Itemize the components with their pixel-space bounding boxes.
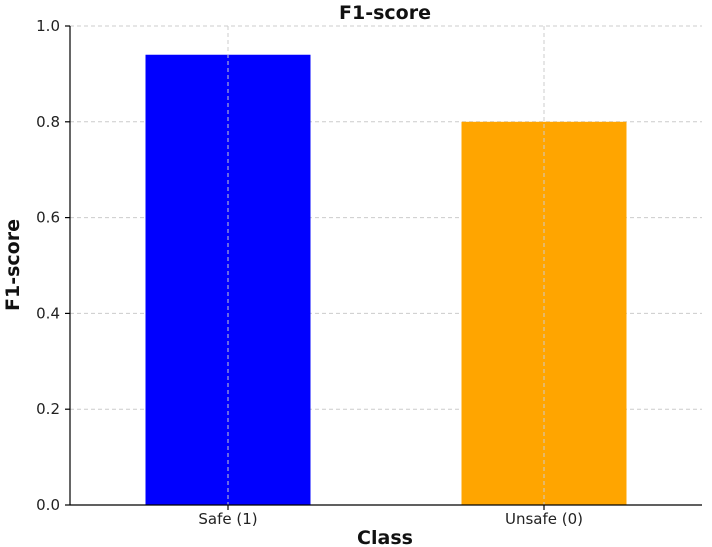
- chart-title: F1-score: [339, 2, 431, 24]
- x-tick-label: Safe (1): [198, 510, 257, 528]
- y-tick-label: 0.4: [36, 304, 60, 322]
- labels: 0.0 0.2 0.4 0.6 0.8 1.0 Safe (1) Unsafe (0): [36, 17, 583, 528]
- x-tick-label: Unsafe (0): [505, 510, 583, 528]
- axes: [65, 25, 702, 510]
- y-tick-label: 0.8: [36, 113, 60, 131]
- y-tick-label: 0.0: [36, 496, 60, 514]
- y-tick-label: 1.0: [36, 17, 60, 35]
- y-tick-label: 0.2: [36, 400, 60, 418]
- y-axis-title: F1-score: [2, 219, 24, 311]
- x-axis-title: Class: [357, 527, 413, 547]
- y-tick-label: 0.6: [36, 209, 60, 227]
- bars: [145, 26, 627, 506]
